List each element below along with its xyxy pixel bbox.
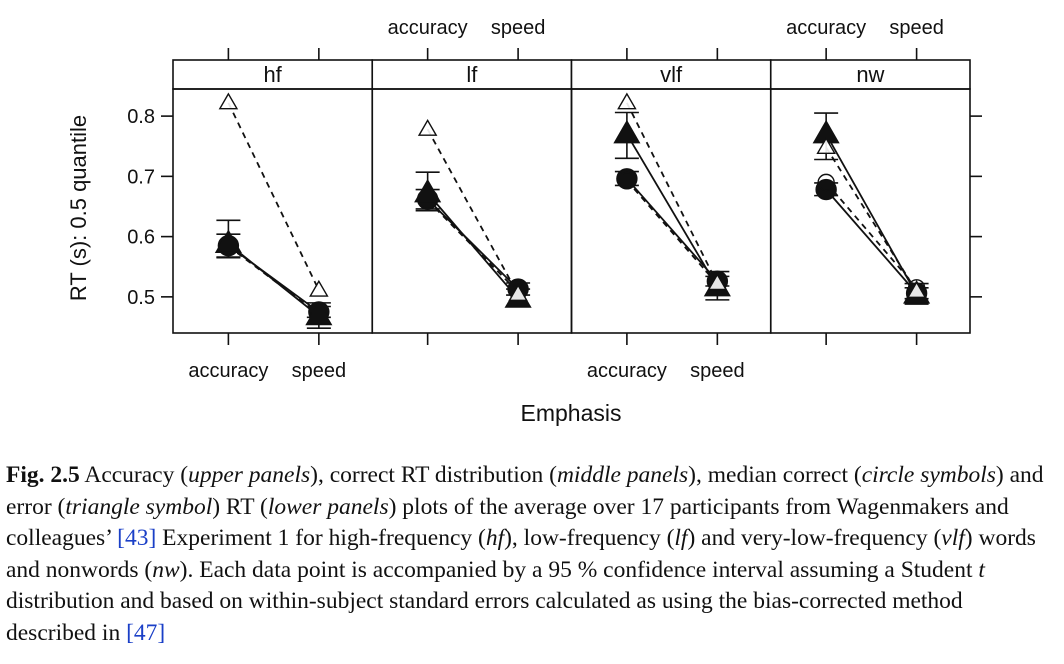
caption-text: Accuracy ( [79,462,189,488]
strip-label-nw: nw [856,62,884,87]
data-point-triangle-open [417,118,438,136]
x-tick-label: accuracy [388,17,468,39]
data-point-triangle-open [218,92,239,110]
caption-text: Experiment 1 for high-frequency ( [156,525,486,551]
data-point-triangle-open [309,279,329,297]
strip-label-hf: hf [263,62,282,87]
data-point-triangle-filled [414,178,442,203]
y-tick-label: 0.5 [127,287,155,309]
citation-link[interactable]: [43] [117,525,157,551]
caption-italic: vlf [941,525,965,551]
caption-text: ) and very-low-frequency ( [687,525,942,551]
x-tick-label: accuracy [188,360,268,382]
figure-caption: Fig. 2.5 Accuracy (upper panels), correc… [6,460,1058,649]
data-point-circle-filled [815,178,837,201]
data-point-circle-open [618,171,636,190]
panel-frame-nw [769,88,971,334]
citation-link[interactable]: [47] [126,619,166,646]
caption-text: ), median correct ( [688,462,862,488]
y-tick-label: 0.6 [127,227,155,249]
y-tick-label: 0.7 [127,166,155,188]
panel-frame-vlf [570,88,772,334]
panels [172,88,971,334]
panel-strips: hf lf vlf nw [172,59,971,90]
data-point-triangle-filled [214,229,242,253]
series-line-triangle-filled [825,133,918,295]
series-line-triangle-filled [426,192,519,300]
data-point-triangle-open [617,92,637,110]
caption-text: ), low-frequency ( [504,525,675,551]
caption-italic: lower panels [267,493,389,520]
caption-text: distribution and based on within-subject… [6,588,963,646]
caption-italic: middle panels [556,462,689,488]
caption-italic: hf [485,525,505,551]
series-line-circle-open [825,181,918,289]
x-tick-label: speed [292,360,347,382]
x-tick-label: accuracy [786,17,866,39]
strip-hf [172,59,374,90]
data-point-circle-filled [616,168,638,190]
figure-number: Fig. 2.5 [6,462,80,488]
x-tick-label: speed [491,17,546,39]
panel-vlf [613,92,731,301]
data-point-triangle-open [816,137,836,154]
data-point-circle-open [817,173,835,192]
x-axis-label: Emphasis [521,400,622,426]
caption-italic: circle symbols [861,462,996,488]
series-line-triangle-open [825,146,918,292]
caption-text: ) RT ( [212,493,268,520]
series-line-circle-open [626,179,719,285]
series-line-triangle-open [426,128,519,295]
panel-nw [812,112,931,305]
caption-italic: t [978,556,985,583]
caption-text: ) plots of the average over 17 participa… [6,493,1009,552]
data-point-triangle-open [707,273,728,291]
caption-italic: upper panels [188,462,311,488]
strip-label-lf: lf [466,62,478,87]
strip-label-vlf: vlf [660,62,683,87]
panel-lf [414,118,532,308]
panel-hf [214,92,333,329]
caption-italic: triangle symbol [65,493,213,520]
series-line-circle-filled [427,198,519,290]
data-point-triangle-filled [613,119,641,144]
series-line-triangle-filled [626,133,719,288]
series-line-triangle-filled [227,243,320,317]
series-line-circle-filled [825,189,918,294]
x-tick-label: accuracy [587,360,667,382]
data-point-triangle-open [508,284,528,301]
tick-labels: accuracy speed accuracy speed accuracy speed a… [127,17,944,382]
x-tick-label: speed [690,360,745,382]
series-line-circle-filled [626,178,719,282]
axis-labels: RT (s): 0.5 quantile Emphasis [66,115,621,426]
series-line-triangle-open [626,102,719,285]
caption-text: ) and error ( [6,462,1044,520]
data-point-triangle-open [906,281,927,298]
panel-frame-hf [172,88,374,334]
caption-text: ) words and nonwords ( [6,525,1036,583]
y-tick-label: 0.8 [127,106,155,128]
caption-italic: lf [674,525,688,551]
strip-lf [371,59,573,90]
caption-text: ). Each data point is accompanied by a 9… [179,556,979,583]
y-axis-label: RT (s): 0.5 quantile [66,115,91,301]
data-point-triangle-filled [305,301,333,326]
strip-nw [769,59,971,90]
caption-text: ), correct RT distribution ( [310,462,557,488]
axis-ticks [161,48,982,345]
caption-italic: nw [152,556,180,583]
x-tick-label: speed [889,17,944,39]
series-line-triangle-open [227,102,320,291]
